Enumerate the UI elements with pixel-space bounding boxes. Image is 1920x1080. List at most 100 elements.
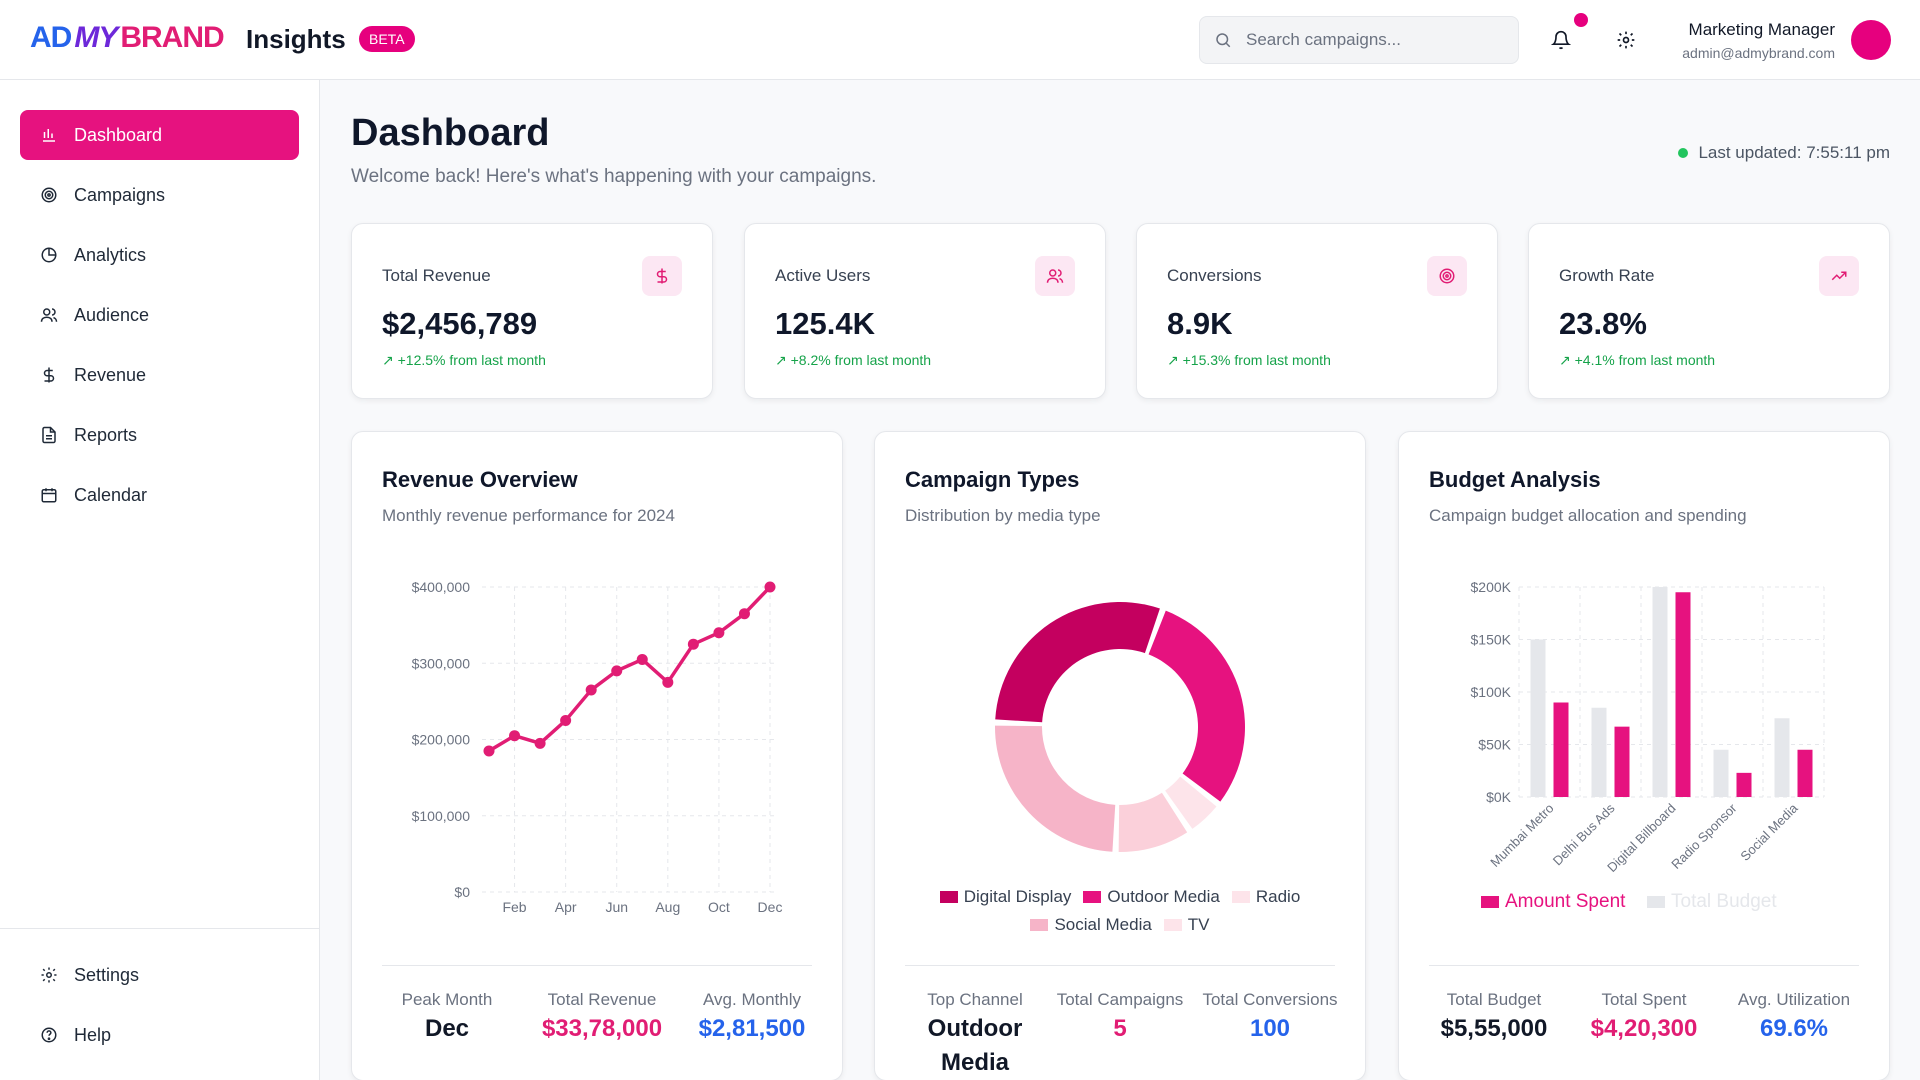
logo-ad: AD [30, 21, 72, 54]
x-tick-label: Oct [708, 899, 730, 915]
data-point [483, 745, 495, 757]
stat-label: Total Campaigns [1056, 990, 1184, 1009]
users-icon [40, 308, 58, 322]
revenue-overview-panel: Revenue Overview Monthly revenue perform… [351, 431, 843, 1080]
panel-subtitle: Monthly revenue performance for 2024 [382, 506, 675, 525]
stat-label: Top Channel [927, 990, 1023, 1009]
search-input[interactable] [1246, 30, 1496, 50]
data-point [636, 653, 648, 665]
kpi-change: ↗ +4.1% from last month [1559, 352, 1716, 368]
sidebar-item-audience[interactable]: Audience [20, 290, 299, 340]
bar-amount-spent [1797, 749, 1813, 797]
stat-value: Outdoor Media [927, 1015, 1023, 1076]
sidebar-item-help[interactable]: Help [20, 1010, 299, 1060]
stat-total-revenue: Total Revenue $33,78,000 [522, 987, 682, 1046]
x-tick-label: Social Media [1737, 800, 1801, 864]
file-icon [42, 426, 56, 444]
dollar-icon [43, 367, 55, 383]
logo-brand: BRAND [120, 21, 224, 54]
stat-label: Total Spent [1601, 990, 1687, 1009]
brand-logo[interactable]: AD MY BRAND [30, 20, 225, 56]
kpi-card-growth-rate: Growth Rate 23.8% ↗ +4.1% from last mont… [1528, 223, 1890, 399]
calendar-icon [41, 488, 57, 503]
stat-value: $5,55,000 [1440, 1015, 1548, 1042]
donut-slice [1148, 610, 1245, 802]
x-tick-label: Feb [502, 899, 526, 915]
legend-label: TV [1187, 915, 1210, 934]
pie-chart-icon [41, 247, 57, 263]
kpi-change: ↗ +12.5% from last month [382, 352, 546, 368]
avatar[interactable] [1851, 20, 1891, 60]
panel-divider [905, 965, 1335, 966]
sidebar-divider [0, 928, 320, 929]
y-tick-label: $300,000 [412, 655, 471, 671]
beta-badge: BETA [359, 26, 415, 52]
kpi-card-conversions: Conversions 8.9K ↗ +15.3% from last mont… [1136, 223, 1498, 399]
search-box[interactable] [1199, 16, 1519, 64]
budget-analysis-panel: Budget Analysis Campaign budget allocati… [1398, 431, 1890, 1080]
legend-swatch [1163, 919, 1182, 931]
kpi-change: ↗ +15.3% from last month [1167, 352, 1331, 368]
legend-item[interactable]: Social Media [1030, 915, 1152, 935]
donut-slice [1118, 792, 1188, 852]
legend-swatch [1647, 896, 1665, 908]
revenue-line-chart[interactable]: $0 $100,000 $200,000 $300,000 $400,000 Feb Apr… [352, 552, 842, 952]
sidebar-item-label: Analytics [74, 244, 147, 265]
x-tick-label: Delhi Bus Ads [1550, 800, 1618, 868]
data-point [764, 581, 776, 593]
legend-item[interactable]: Digital Display [939, 887, 1071, 907]
user-email: admin@admybrand.com [1682, 45, 1835, 61]
sidebar-item-calendar[interactable]: Calendar [20, 470, 299, 520]
bar-chart-icon [43, 129, 55, 142]
sidebar-item-revenue[interactable]: Revenue [20, 350, 299, 400]
bar-total-budget [1591, 707, 1607, 797]
stat-avg-monthly: Avg. Monthly $2,81,500 [672, 987, 832, 1046]
target-icon [1427, 256, 1467, 296]
data-point [713, 627, 725, 639]
sidebar-item-dashboard[interactable]: Dashboard [20, 110, 299, 160]
x-tick-label: Jun [605, 899, 628, 915]
kpi-card-total-revenue: Total Revenue $2,456,789 ↗ +12.5% from l… [351, 223, 713, 399]
legend-item[interactable]: Radio [1231, 887, 1300, 907]
donut-slice [1165, 776, 1217, 829]
settings-gear-icon[interactable] [1612, 26, 1640, 54]
sidebar-item-label: Revenue [74, 364, 147, 385]
legend-swatch [1083, 891, 1102, 903]
panel-subtitle: Campaign budget allocation and spending [1429, 506, 1747, 525]
data-point [585, 684, 597, 696]
budget-bar-chart[interactable]: $0K $50K $100K $150K $200K Mumbai MetroDelhi … [1399, 552, 1889, 942]
last-updated: Last updated: 7:55:11 pm [1678, 143, 1890, 163]
bar-total-budget [1530, 639, 1546, 797]
kpi-value: 8.9K [1167, 306, 1233, 341]
stat-total-budget: Total Budget $5,55,000 [1429, 987, 1559, 1046]
sidebar-item-campaigns[interactable]: Campaigns [20, 170, 299, 220]
sidebar-item-label: Dashboard [74, 124, 163, 145]
data-point [534, 737, 546, 749]
notification-bell-icon[interactable] [1547, 26, 1575, 54]
sidebar-item-label: Settings [74, 964, 140, 985]
bar-amount-spent [1736, 772, 1752, 797]
campaign-donut-chart[interactable] [875, 552, 1365, 892]
sidebar-item-settings[interactable]: Settings [20, 950, 299, 1000]
x-tick-label: Apr [555, 899, 577, 915]
help-icon [41, 1027, 57, 1043]
user-role: Marketing Manager [1688, 20, 1835, 39]
bar-amount-spent [1614, 726, 1630, 797]
legend-swatch [939, 891, 958, 903]
legend-item[interactable]: TV [1163, 915, 1210, 935]
bar-total-budget [1713, 749, 1729, 797]
sidebar-item-reports[interactable]: Reports [20, 410, 299, 460]
last-updated-text: Last updated: 7:55:11 pm [1698, 143, 1890, 162]
data-point [611, 665, 623, 677]
stat-label: Total Revenue [547, 990, 657, 1009]
panel-divider [382, 965, 812, 966]
data-point [687, 638, 699, 650]
series-line [488, 585, 772, 753]
x-tick-label: Mumbai Metro [1487, 801, 1556, 870]
legend-item[interactable]: Outdoor Media [1083, 887, 1220, 907]
sidebar-item-label: Calendar [74, 484, 148, 505]
sidebar-item-label: Reports [74, 424, 138, 445]
search-icon [1216, 33, 1231, 48]
kpi-value: 125.4K [775, 306, 875, 341]
sidebar-item-analytics[interactable]: Analytics [20, 230, 299, 280]
